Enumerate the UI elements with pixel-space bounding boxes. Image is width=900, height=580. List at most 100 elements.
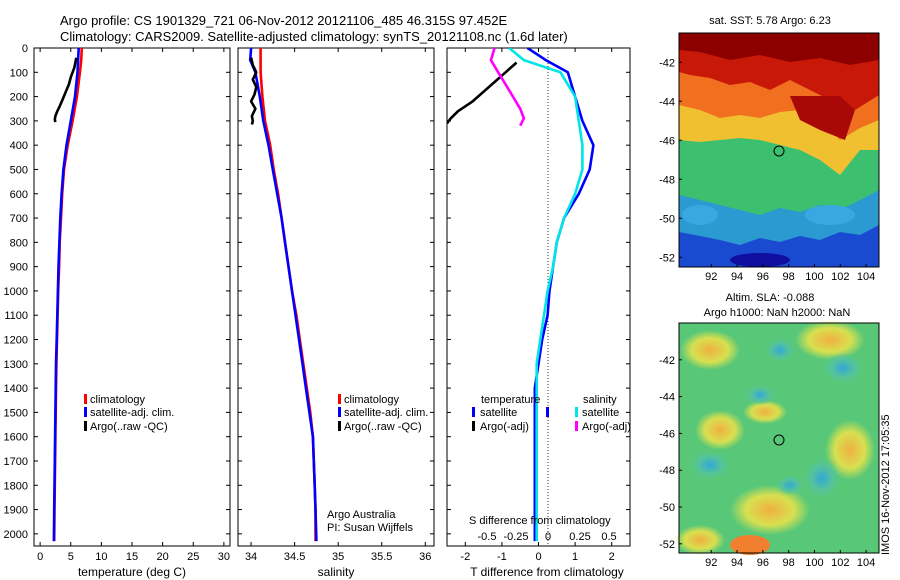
temperature-xlabel: temperature (deg C) (78, 565, 186, 579)
pi-note: PI: Susan Wijffels (327, 522, 413, 534)
legend-sat-temp: satellite (480, 407, 517, 419)
map-x-tick-label: 102 (831, 557, 849, 569)
profile-lines (52, 48, 595, 542)
series-line (52, 48, 80, 542)
map-x-tick-label: 102 (831, 271, 849, 283)
depth-tick-label: 0 (22, 43, 28, 55)
depth-tick-label: 1500 (4, 407, 28, 419)
series-line (249, 57, 258, 125)
map-x-tick-label: 92 (705, 271, 717, 283)
x-tick-label: 0 (535, 551, 541, 563)
legend-swatch-argo (84, 421, 87, 431)
series-line (53, 57, 78, 123)
legend-swatch-climatology (84, 394, 87, 404)
sst-heatmap (678, 32, 880, 268)
x-tick-label: -1 (497, 551, 507, 563)
sst-map-title: sat. SST: 5.78 Argo: 6.23 (709, 15, 831, 27)
map-x-tick-label: 94 (731, 271, 743, 283)
depth-tick-label: 700 (10, 213, 28, 225)
x-tick-label: 20 (157, 551, 169, 563)
map-y-tick-label: -50 (659, 213, 675, 225)
panel-lines (447, 48, 595, 542)
x-tick-label: 0 (37, 551, 43, 563)
s-diff-tick-label: -0.5 (478, 531, 497, 543)
legend-argo-sal: Argo(-adj) (582, 421, 631, 433)
salinity-legend: climatology satellite-adj. clim. Argo(..… (327, 394, 428, 534)
depth-tick-label: 2000 (4, 529, 28, 541)
panel-lines (52, 48, 84, 542)
legend-argo-temp: Argo(-adj) (480, 421, 529, 433)
legend-temperature-head: temperature (481, 394, 540, 406)
depth-tick-label: 300 (10, 116, 28, 128)
sst-map-axes: 92 94 96 98 100 102 104 -42 -44 -46 -48 -50 -52 (659, 57, 875, 283)
salinity-xlabel: salinity (318, 565, 355, 579)
legend-satellite: satellite-adj. clim. (90, 407, 174, 419)
legend-satellite: satellite-adj. clim. (344, 407, 428, 419)
x-tick-label: -2 (460, 551, 470, 563)
x-tick-label: 25 (187, 551, 199, 563)
map-y-tick-label: -48 (659, 174, 675, 186)
sla-map-axes: 92 94 96 98 100 102 104 -42 -44 -46 -48 -50 -52 (659, 355, 875, 569)
depth-tick-label: 1400 (4, 383, 28, 395)
map-x-tick-label: 98 (783, 557, 795, 569)
title-line-2: Climatology: CARS2009. Satellite-adjuste… (60, 29, 568, 44)
depth-tick-label: 200 (10, 92, 28, 104)
map-y-tick-label: -52 (659, 539, 675, 551)
depth-tick-label: 800 (10, 237, 28, 249)
map-y-tick-label: -42 (659, 57, 675, 69)
legend-swatch-satellite (84, 407, 87, 417)
series-line (248, 48, 318, 542)
map-x-tick-label: 104 (857, 557, 875, 569)
map-y-tick-label: -44 (659, 96, 675, 108)
map-x-tick-label: 92 (705, 557, 717, 569)
depth-axis: 0 100 200 300 400 500 600 700 800 900 1000 1100 1200… (4, 43, 630, 541)
argo-position-marker-2 (773, 434, 785, 446)
map-x-tick-label: 96 (757, 271, 769, 283)
legend-swatch-satellite (338, 407, 341, 417)
sla-heatmap (675, 320, 880, 555)
depth-tick-label: 1000 (4, 286, 28, 298)
salinity-axes (237, 47, 435, 547)
depth-tick-label: 1700 (4, 456, 28, 468)
depth-tick-label: 1200 (4, 335, 28, 347)
temperature-axes (33, 47, 231, 547)
x-axes: 0 5 10 15 20 25 30 34 34.5 35 35.5 36 -2 -1 0 1 2 (37, 48, 615, 563)
depth-tick-label: 100 (10, 67, 28, 79)
map-x-tick-label: 94 (731, 557, 743, 569)
s-difference-ticks: -0.5 -0.25 0 0.25 0.5 (478, 531, 617, 543)
series-line (489, 48, 526, 127)
legend-sat-sal: satellite (582, 407, 619, 419)
x-tick-label: 34 (245, 551, 257, 563)
map-y-tick-label: -42 (659, 355, 675, 367)
s-diff-tick-label: -0.25 (503, 531, 528, 543)
s-diff-tick-label: 0.5 (601, 531, 616, 543)
legend-swatch-argo-temp (472, 421, 475, 431)
legend-argo: Argo(..raw -QC) (90, 421, 168, 433)
timestamp: IMOS 16-Nov-2012 17:05:35 (880, 414, 892, 555)
s-diff-label: S difference from climatology (469, 515, 611, 527)
depth-tick-label: 1100 (4, 310, 28, 322)
legend-swatch-sat-temp (472, 407, 475, 417)
x-tick-label: 35.5 (371, 551, 392, 563)
legend-swatch-argo (338, 421, 341, 431)
panel-lines (248, 48, 318, 542)
temperature-legend: climatology satellite-adj. clim. Argo(..… (84, 394, 174, 433)
depth-tick-label: 1900 (4, 505, 28, 517)
x-tick-label: 36 (419, 551, 431, 563)
legend-swatch-climatology (338, 394, 341, 404)
series-line (508, 48, 584, 542)
legend-salinity-head: salinity (583, 394, 617, 406)
depth-tick-label: 1800 (4, 480, 28, 492)
depth-tick-label: 600 (10, 189, 28, 201)
legend-swatch-mid (546, 407, 549, 417)
x-tick-label: 35 (332, 551, 344, 563)
sla-map-title-2: Argo h1000: NaN h2000: NaN (704, 307, 851, 319)
s-diff-tick-label: 0.25 (569, 531, 590, 543)
map-y-tick-label: -48 (659, 465, 675, 477)
x-tick-label: 30 (218, 551, 230, 563)
legend-argo: Argo(..raw -QC) (344, 421, 422, 433)
map-y-tick-label: -50 (659, 502, 675, 514)
map-x-tick-label: 100 (805, 271, 823, 283)
map-y-tick-label: -44 (659, 392, 675, 404)
